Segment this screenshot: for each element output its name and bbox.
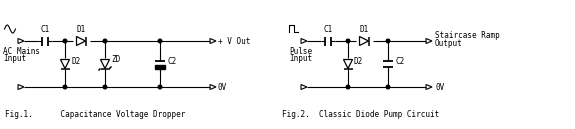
Circle shape [386, 39, 390, 43]
Circle shape [158, 39, 162, 43]
Text: C1: C1 [40, 25, 49, 34]
Text: Fig.2.  Classic Diode Pump Circuit: Fig.2. Classic Diode Pump Circuit [282, 110, 439, 119]
Bar [155, 65, 165, 69]
Text: Input: Input [3, 54, 26, 63]
Circle shape [103, 39, 107, 43]
Text: Fig.1.      Capacitance Voltage Dropper: Fig.1. Capacitance Voltage Dropper [5, 110, 185, 119]
Text: + V Out: + V Out [218, 37, 250, 46]
Text: Output: Output [435, 39, 463, 49]
Text: Pulse: Pulse [289, 47, 312, 56]
Text: D2: D2 [354, 58, 363, 67]
Text: Staircase Ramp: Staircase Ramp [435, 31, 500, 41]
Circle shape [346, 85, 350, 89]
Text: C1: C1 [323, 25, 332, 34]
Circle shape [63, 85, 67, 89]
Text: ZD: ZD [111, 55, 120, 64]
Text: D2: D2 [71, 58, 80, 67]
Circle shape [158, 85, 162, 89]
Circle shape [63, 39, 67, 43]
Text: D1: D1 [359, 25, 369, 34]
Text: 0V: 0V [218, 83, 227, 91]
Text: D1: D1 [76, 25, 86, 34]
Text: AC Mains: AC Mains [3, 47, 40, 56]
Text: C2: C2 [167, 58, 177, 67]
Circle shape [346, 39, 350, 43]
Text: 0V: 0V [435, 83, 444, 91]
Circle shape [103, 85, 107, 89]
Circle shape [386, 85, 390, 89]
Text: Input: Input [289, 54, 312, 63]
Text: C2: C2 [395, 58, 404, 67]
